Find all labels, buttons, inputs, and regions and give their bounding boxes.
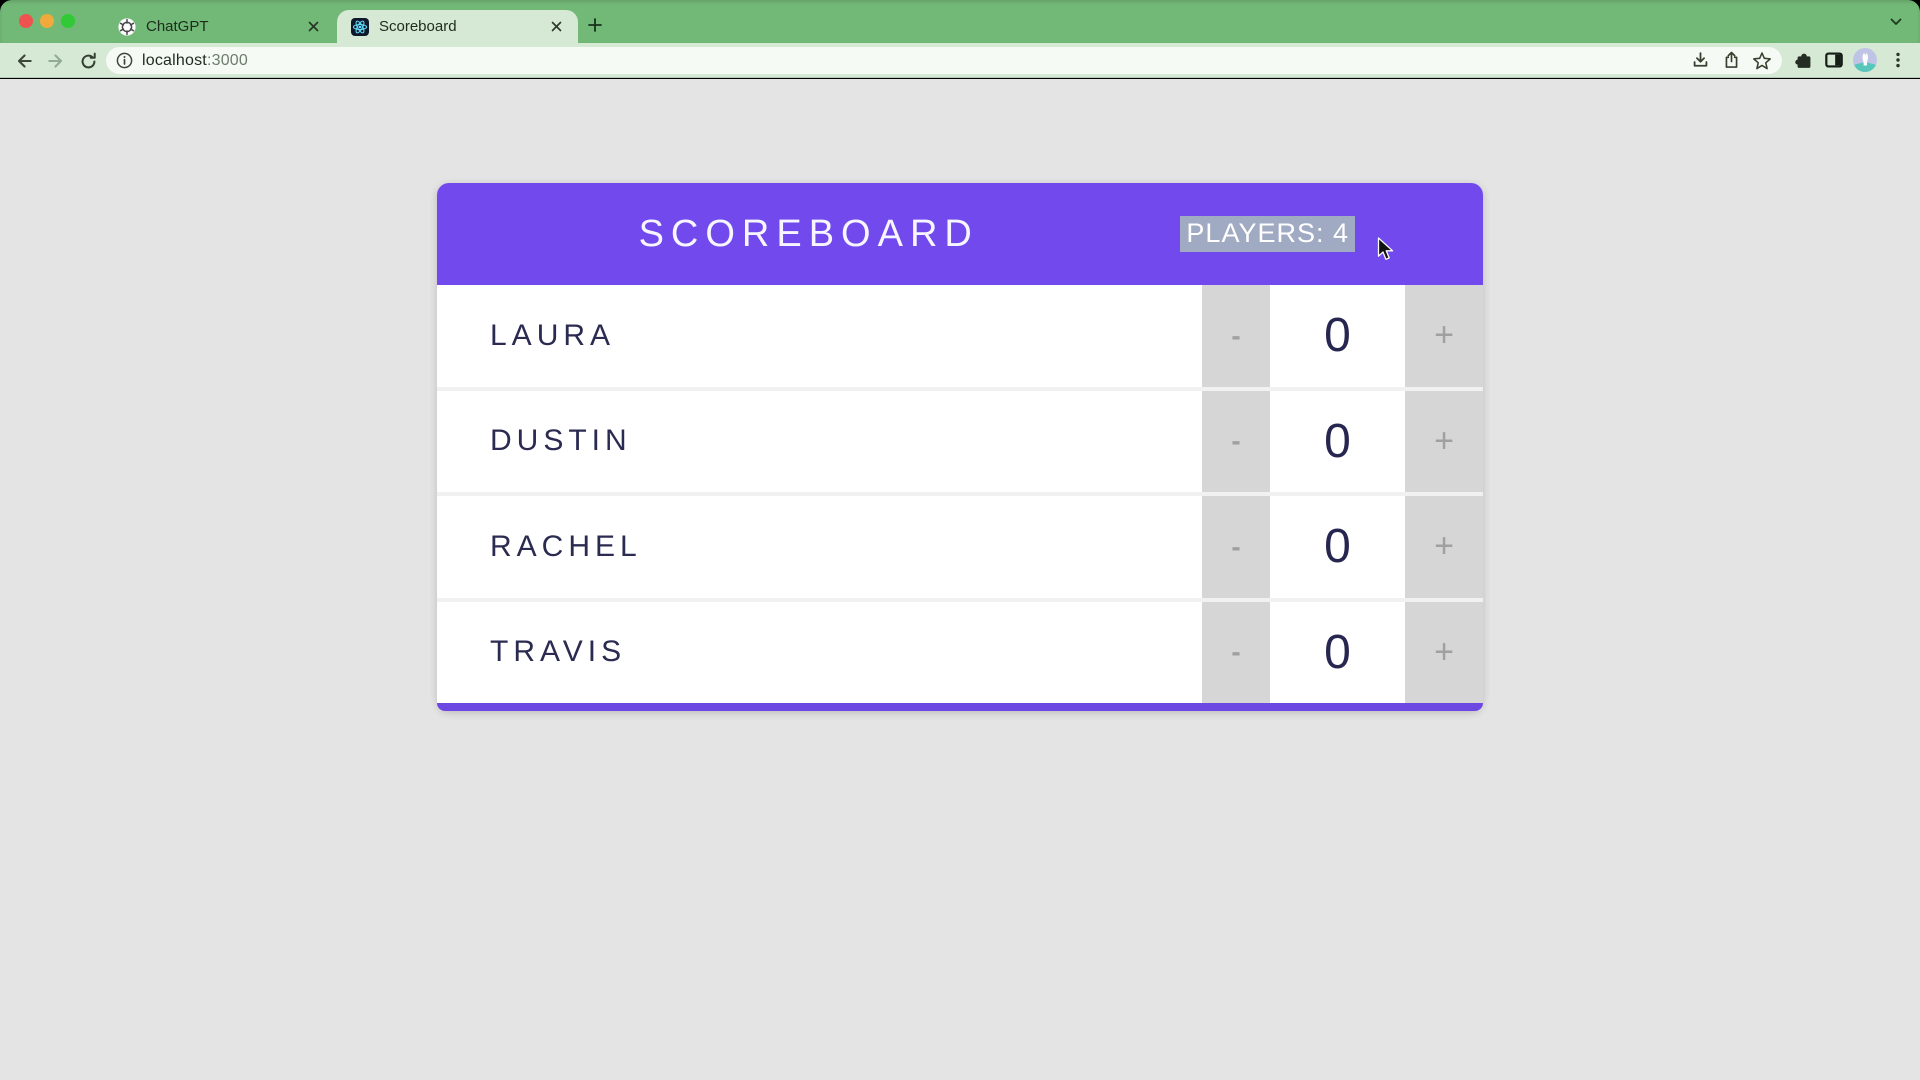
increment-button[interactable]: + — [1405, 601, 1483, 703]
tab-title: ChatGPT — [146, 18, 209, 35]
window-minimize-button[interactable] — [40, 14, 54, 28]
players-count-label: PLAYERS: 4 — [1180, 216, 1355, 252]
react-logo-icon — [351, 17, 369, 36]
tab-close-icon[interactable] — [305, 19, 321, 35]
url-host: localhost — [142, 51, 207, 69]
tab-title: Scoreboard — [379, 18, 457, 35]
new-tab-icon[interactable] — [583, 13, 607, 37]
decrement-button[interactable]: - — [1202, 496, 1270, 598]
player-name: RACHEL — [437, 496, 1202, 598]
player-score: 0 — [1270, 601, 1405, 703]
menu-dots-icon[interactable] — [1886, 48, 1910, 72]
reload-icon[interactable] — [76, 49, 100, 73]
player-row: DUSTIN - 0 + — [437, 390, 1483, 492]
increment-button[interactable]: + — [1405, 390, 1483, 492]
player-row: TRAVIS - 0 + — [437, 601, 1483, 703]
tab-scoreboard[interactable]: Scoreboard — [337, 10, 578, 43]
tab-chatgpt[interactable]: ChatGPT — [92, 10, 335, 43]
scoreboard-card: SCOREBOARD PLAYERS: 4 LAURA - 0 + DUSTIN… — [437, 183, 1483, 711]
extensions-puzzle-icon[interactable] — [1792, 48, 1816, 72]
player-score: 0 — [1270, 390, 1405, 492]
player-name: TRAVIS — [437, 601, 1202, 703]
decrement-button[interactable]: - — [1202, 390, 1270, 492]
tab-strip: ChatGPT — [0, 0, 1920, 43]
player-score: 0 — [1270, 285, 1405, 387]
window-zoom-button[interactable] — [61, 14, 75, 28]
player-name: LAURA — [437, 285, 1202, 387]
decrement-button[interactable]: - — [1202, 285, 1270, 387]
page-title: SCOREBOARD — [638, 212, 979, 255]
decrement-button[interactable]: - — [1202, 601, 1270, 703]
back-icon[interactable] — [12, 49, 36, 73]
increment-button[interactable]: + — [1405, 496, 1483, 598]
page-content: SCOREBOARD PLAYERS: 4 LAURA - 0 + DUSTIN… — [0, 79, 1920, 1080]
increment-button[interactable]: + — [1405, 285, 1483, 387]
card-bottom-accent-bar — [437, 703, 1483, 711]
profile-avatar[interactable] — [1853, 48, 1877, 72]
url-port: :3000 — [206, 51, 248, 69]
openai-logo-icon — [118, 17, 136, 36]
player-row: LAURA - 0 + — [437, 285, 1483, 387]
window-close-button[interactable] — [19, 14, 33, 28]
player-name: DUSTIN — [437, 390, 1202, 492]
bookmark-star-icon[interactable] — [1751, 50, 1773, 72]
share-icon[interactable] — [1720, 50, 1742, 72]
side-panel-icon[interactable] — [1822, 48, 1846, 72]
player-score: 0 — [1270, 496, 1405, 598]
page-info-icon[interactable] — [116, 52, 133, 69]
download-icon[interactable] — [1689, 50, 1711, 72]
player-row: RACHEL - 0 + — [437, 496, 1483, 598]
address-bar[interactable]: localhost:3000 — [106, 47, 1782, 74]
scoreboard-header: SCOREBOARD PLAYERS: 4 — [437, 183, 1483, 285]
forward-icon[interactable] — [44, 49, 68, 73]
player-rows: LAURA - 0 + DUSTIN - 0 + RACHEL - 0 — [437, 285, 1483, 703]
tab-overflow-chevron-icon[interactable] — [1888, 16, 1904, 28]
url-text[interactable]: localhost:3000 — [142, 52, 1689, 70]
tab-close-icon[interactable] — [548, 19, 564, 35]
